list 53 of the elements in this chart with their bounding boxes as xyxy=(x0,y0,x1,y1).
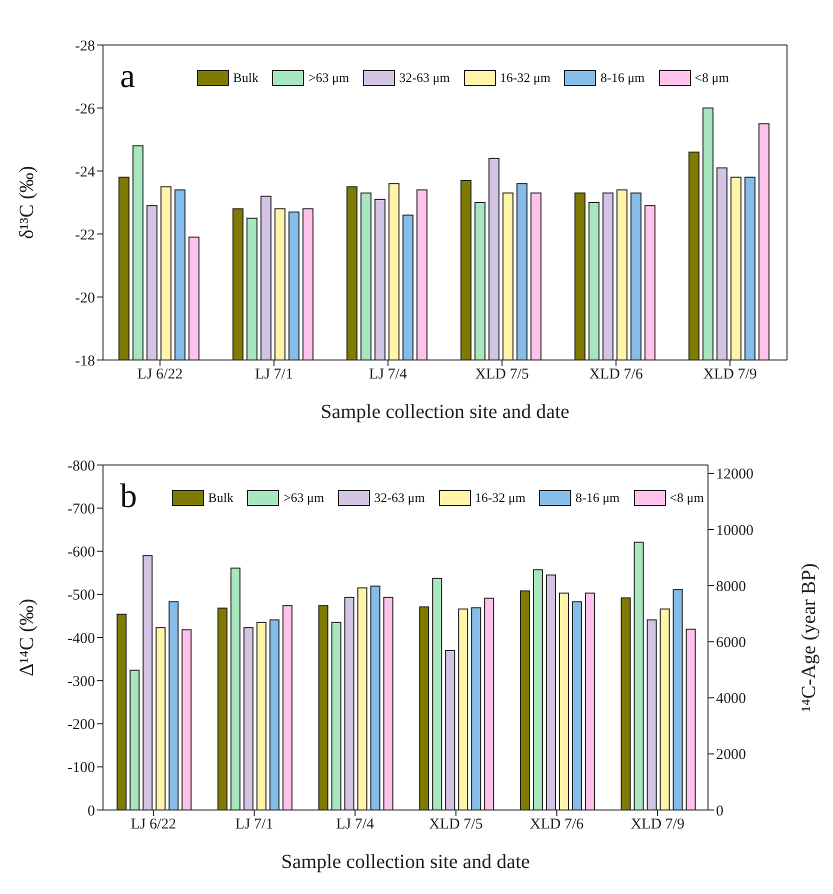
x-tick-label: XLD 7/9 xyxy=(703,366,757,383)
legend-label: >63 μm xyxy=(308,70,350,86)
legend-label: Bulk xyxy=(233,70,258,86)
x-axis-title: Sample collection site and date xyxy=(281,851,530,873)
y-axis-title: δ¹³C (‰) xyxy=(16,166,38,240)
y-tick-label: -800 xyxy=(68,458,95,474)
y2-tick-label: 0 xyxy=(716,803,724,820)
y-tick-label: 0 xyxy=(88,803,95,820)
x-tick-label: XLD 7/9 xyxy=(630,816,684,833)
legend-label: 16-32 μm xyxy=(474,490,526,506)
y-tick-label: -300 xyxy=(68,674,95,690)
y-tick-label: -100 xyxy=(68,760,95,776)
y2-tick-label: 6000 xyxy=(716,635,746,652)
y-tick-label: -26 xyxy=(75,101,96,118)
x-tick-label: LJ 6/22 xyxy=(137,366,183,383)
legend-label: <8 μm xyxy=(670,490,704,506)
y-tick-label: -500 xyxy=(68,588,95,604)
annotation: a xyxy=(120,58,136,95)
legend-label: 8-16 μm xyxy=(600,70,645,86)
y-tick-label: -20 xyxy=(75,290,95,306)
x-tick-label: XLD 7/5 xyxy=(429,816,483,833)
annotation: b xyxy=(120,478,137,515)
x-tick-label: XLD 7/5 xyxy=(475,366,529,383)
x-tick-label: LJ 7/4 xyxy=(336,816,375,833)
y-tick-label: -600 xyxy=(68,544,95,561)
legend-label: 32-63 μm xyxy=(374,490,425,506)
y-tick-label: -200 xyxy=(68,717,95,734)
x-tick-label: XLD 7/6 xyxy=(530,816,584,833)
y-tick-label: -700 xyxy=(68,501,95,518)
legend-label: Bulk xyxy=(208,490,234,506)
legend-label: 16-32 μm xyxy=(500,70,550,86)
y-tick-label: -18 xyxy=(75,353,95,370)
y-tick-label: -400 xyxy=(68,630,95,647)
x-tick-label: LJ 7/1 xyxy=(235,816,274,833)
x-tick-label: LJ 7/4 xyxy=(369,366,408,383)
y-tick-label: -24 xyxy=(75,164,96,180)
x-tick-label: LJ 7/1 xyxy=(255,366,293,383)
y2-axis-title: ¹⁴C-Age (year BP) xyxy=(798,563,820,712)
legend-label: <8 μm xyxy=(694,70,729,86)
y-tick-label: -22 xyxy=(75,227,95,244)
legend-label: 8-16 μm xyxy=(575,490,620,506)
legend-label: >63 μm xyxy=(283,490,324,506)
x-axis-title: Sample collection site and date xyxy=(320,401,570,423)
y2-tick-label: 12000 xyxy=(716,466,754,483)
y2-tick-label: 4000 xyxy=(716,691,746,708)
y2-tick-label: 10000 xyxy=(716,522,754,539)
x-tick-label: LJ 6/22 xyxy=(130,816,176,833)
y2-tick-label: 2000 xyxy=(716,747,746,764)
x-tick-label: XLD 7/6 xyxy=(589,366,644,383)
y-axis-title: Δ¹⁴C (‰) xyxy=(16,598,38,676)
legend-label: 32-63 μm xyxy=(399,70,450,86)
y-tick-label: -28 xyxy=(75,38,95,54)
y2-tick-label: 8000 xyxy=(716,578,746,595)
